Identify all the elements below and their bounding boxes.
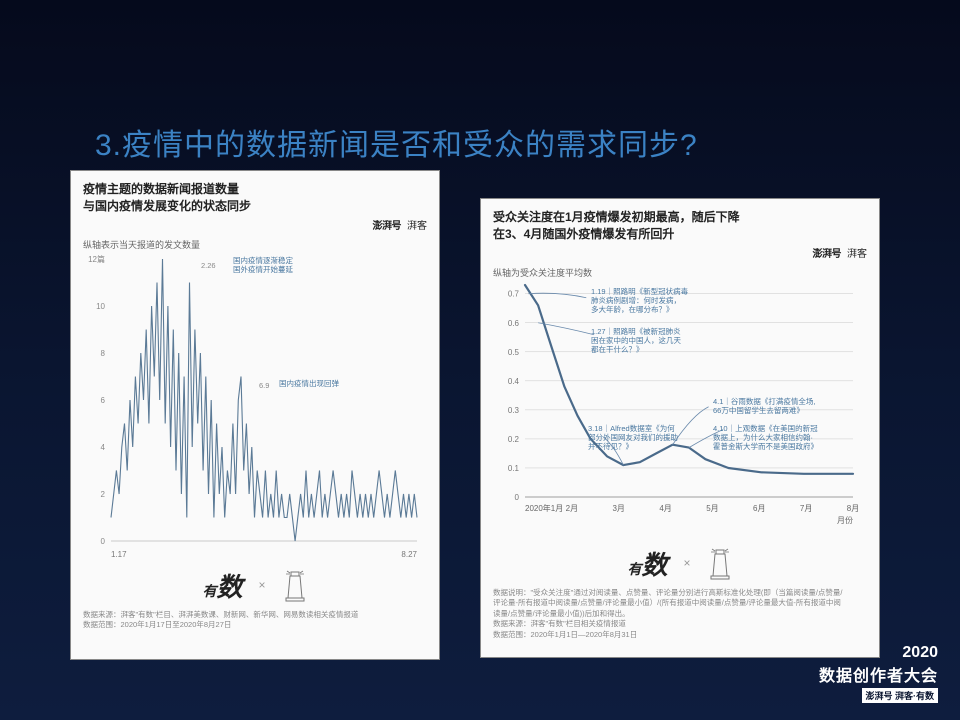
svg-text:0.1: 0.1: [508, 464, 520, 473]
right-card-title-1: 受众关注度在1月疫情爆发初期最高，随后下降: [493, 209, 867, 226]
svg-text:0.2: 0.2: [508, 435, 520, 444]
cross-icon-r: ×: [684, 556, 691, 570]
svg-text:2: 2: [101, 490, 106, 499]
peak1-val: 2.26: [201, 261, 216, 270]
anno-4: 4.1｜谷雨数据《打满疫情全场, 66万中国留学生去留两难》: [713, 397, 833, 416]
slide-footer: 2020 数据创作者大会 澎湃号 湃客·有数: [819, 644, 938, 704]
svg-text:12篇: 12篇: [88, 254, 105, 264]
peak2-val: 6.9: [259, 381, 269, 390]
svg-text:4月: 4月: [659, 504, 671, 513]
lighthouse-icon: [282, 568, 308, 602]
right-chart: 0 0.1 0.2 0.3 0.4 0.5 0.6 0.7 2020年1月2月 3月 4月 5月 6月 7…: [493, 279, 867, 539]
svg-text:0.6: 0.6: [508, 318, 520, 327]
left-card-title-1: 疫情主题的数据新闻报道数量: [83, 181, 427, 198]
right-axis-label: 纵轴为受众关注度平均数: [493, 266, 867, 279]
right-card-title-2: 在3、4月随国外疫情爆发有所回升: [493, 226, 867, 243]
brand-row-right: 澎湃号 湃客: [493, 245, 867, 260]
left-chart: 0 2 4 6 8 10 12篇 1.17 8.27 2.26 国内疫情逐渐稳定 国外疫情开始蔓…: [83, 251, 427, 561]
footer-tag: 澎湃号 湃客·有数: [862, 688, 939, 703]
svg-text:0.5: 0.5: [508, 347, 520, 356]
anno-5: 4.10｜上观数据《在美国的新冠 数据上，为什么大家相信约翰· 霍普金斯大学而不…: [713, 424, 843, 452]
left-axis-label: 纵轴表示当天报道的发文数量: [83, 238, 427, 251]
svg-text:8: 8: [101, 349, 106, 358]
cross-icon: ×: [259, 578, 266, 592]
brand-2: 湃客: [407, 217, 427, 232]
footer-year: 2020: [819, 644, 938, 662]
right-card: 受众关注度在1月疫情爆发初期最高，随后下降 在3、4月随国外疫情爆发有所回升 澎…: [480, 198, 880, 658]
svg-text:0: 0: [101, 537, 106, 546]
svg-text:3月: 3月: [612, 504, 624, 513]
peak2-anno: 国内疫情出现回弹: [279, 379, 339, 388]
anno-2: 1.27｜照路明《被新冠肺炎 困在家中的中国人，这几天 都在干什么？》: [591, 327, 701, 355]
svg-text:0.4: 0.4: [508, 376, 520, 385]
svg-text:0.7: 0.7: [508, 289, 520, 298]
left-card-title-2: 与国内疫情发展变化的状态同步: [83, 198, 427, 215]
brand-1: 澎湃号: [373, 217, 402, 232]
right-logos: 有数 ×: [493, 545, 867, 582]
footer-conf: 数据创作者大会: [819, 662, 938, 686]
svg-text:5月: 5月: [706, 504, 718, 513]
svg-text:10: 10: [96, 302, 105, 311]
shu-logo-icon-r: 有数: [627, 545, 667, 582]
left-logos: 有数 ×: [83, 567, 427, 604]
svg-text:2月: 2月: [566, 504, 578, 513]
left-source: 数据来源：湃客"有数"栏目、湃湃美数课、财新网、新华网、网易数读相关疫情报道 数…: [83, 610, 427, 631]
svg-text:0: 0: [515, 493, 520, 502]
anno-1: 1.19｜照路明《新型冠状病毒 肺炎病例剧增：何时发病， 多大年龄，在哪分布？》: [591, 287, 701, 315]
svg-text:8月: 8月: [847, 504, 859, 513]
svg-text:1.17: 1.17: [111, 550, 127, 559]
peak1-anno: 国内疫情逐渐稳定 国外疫情开始蔓延: [233, 256, 293, 275]
svg-text:7月: 7月: [800, 504, 812, 513]
brand-1r: 澎湃号: [813, 245, 842, 260]
right-caption: 数据说明："受众关注度"通过对阅读量、点赞量、评论量分别进行高斯标准化处理(即（…: [493, 588, 867, 641]
svg-text:4: 4: [101, 443, 106, 452]
slide-title: 3.疫情中的数据新闻是否和受众的需求同步?: [95, 120, 698, 164]
svg-text:0.3: 0.3: [508, 405, 520, 414]
anno-3: 3.18｜Alfred数据室《为何 部分外国网友对我们的援助 并不待见？》: [588, 424, 693, 452]
lighthouse-icon-r: [707, 546, 733, 580]
svg-text:2020年1月: 2020年1月: [525, 503, 563, 513]
shu-logo-icon: 有数: [202, 567, 242, 604]
brand-row-left: 澎湃号 湃客: [83, 217, 427, 232]
svg-text:8.27: 8.27: [401, 550, 417, 559]
svg-text:6月: 6月: [753, 504, 765, 513]
left-line-chart: 0 2 4 6 8 10 12篇 1.17 8.27: [83, 251, 423, 561]
left-card: 疫情主题的数据新闻报道数量 与国内疫情发展变化的状态同步 澎湃号 湃客 纵轴表示…: [70, 170, 440, 660]
brand-2r: 湃客: [847, 245, 867, 260]
svg-text:月份: 月份: [837, 515, 853, 525]
svg-text:6: 6: [101, 396, 106, 405]
